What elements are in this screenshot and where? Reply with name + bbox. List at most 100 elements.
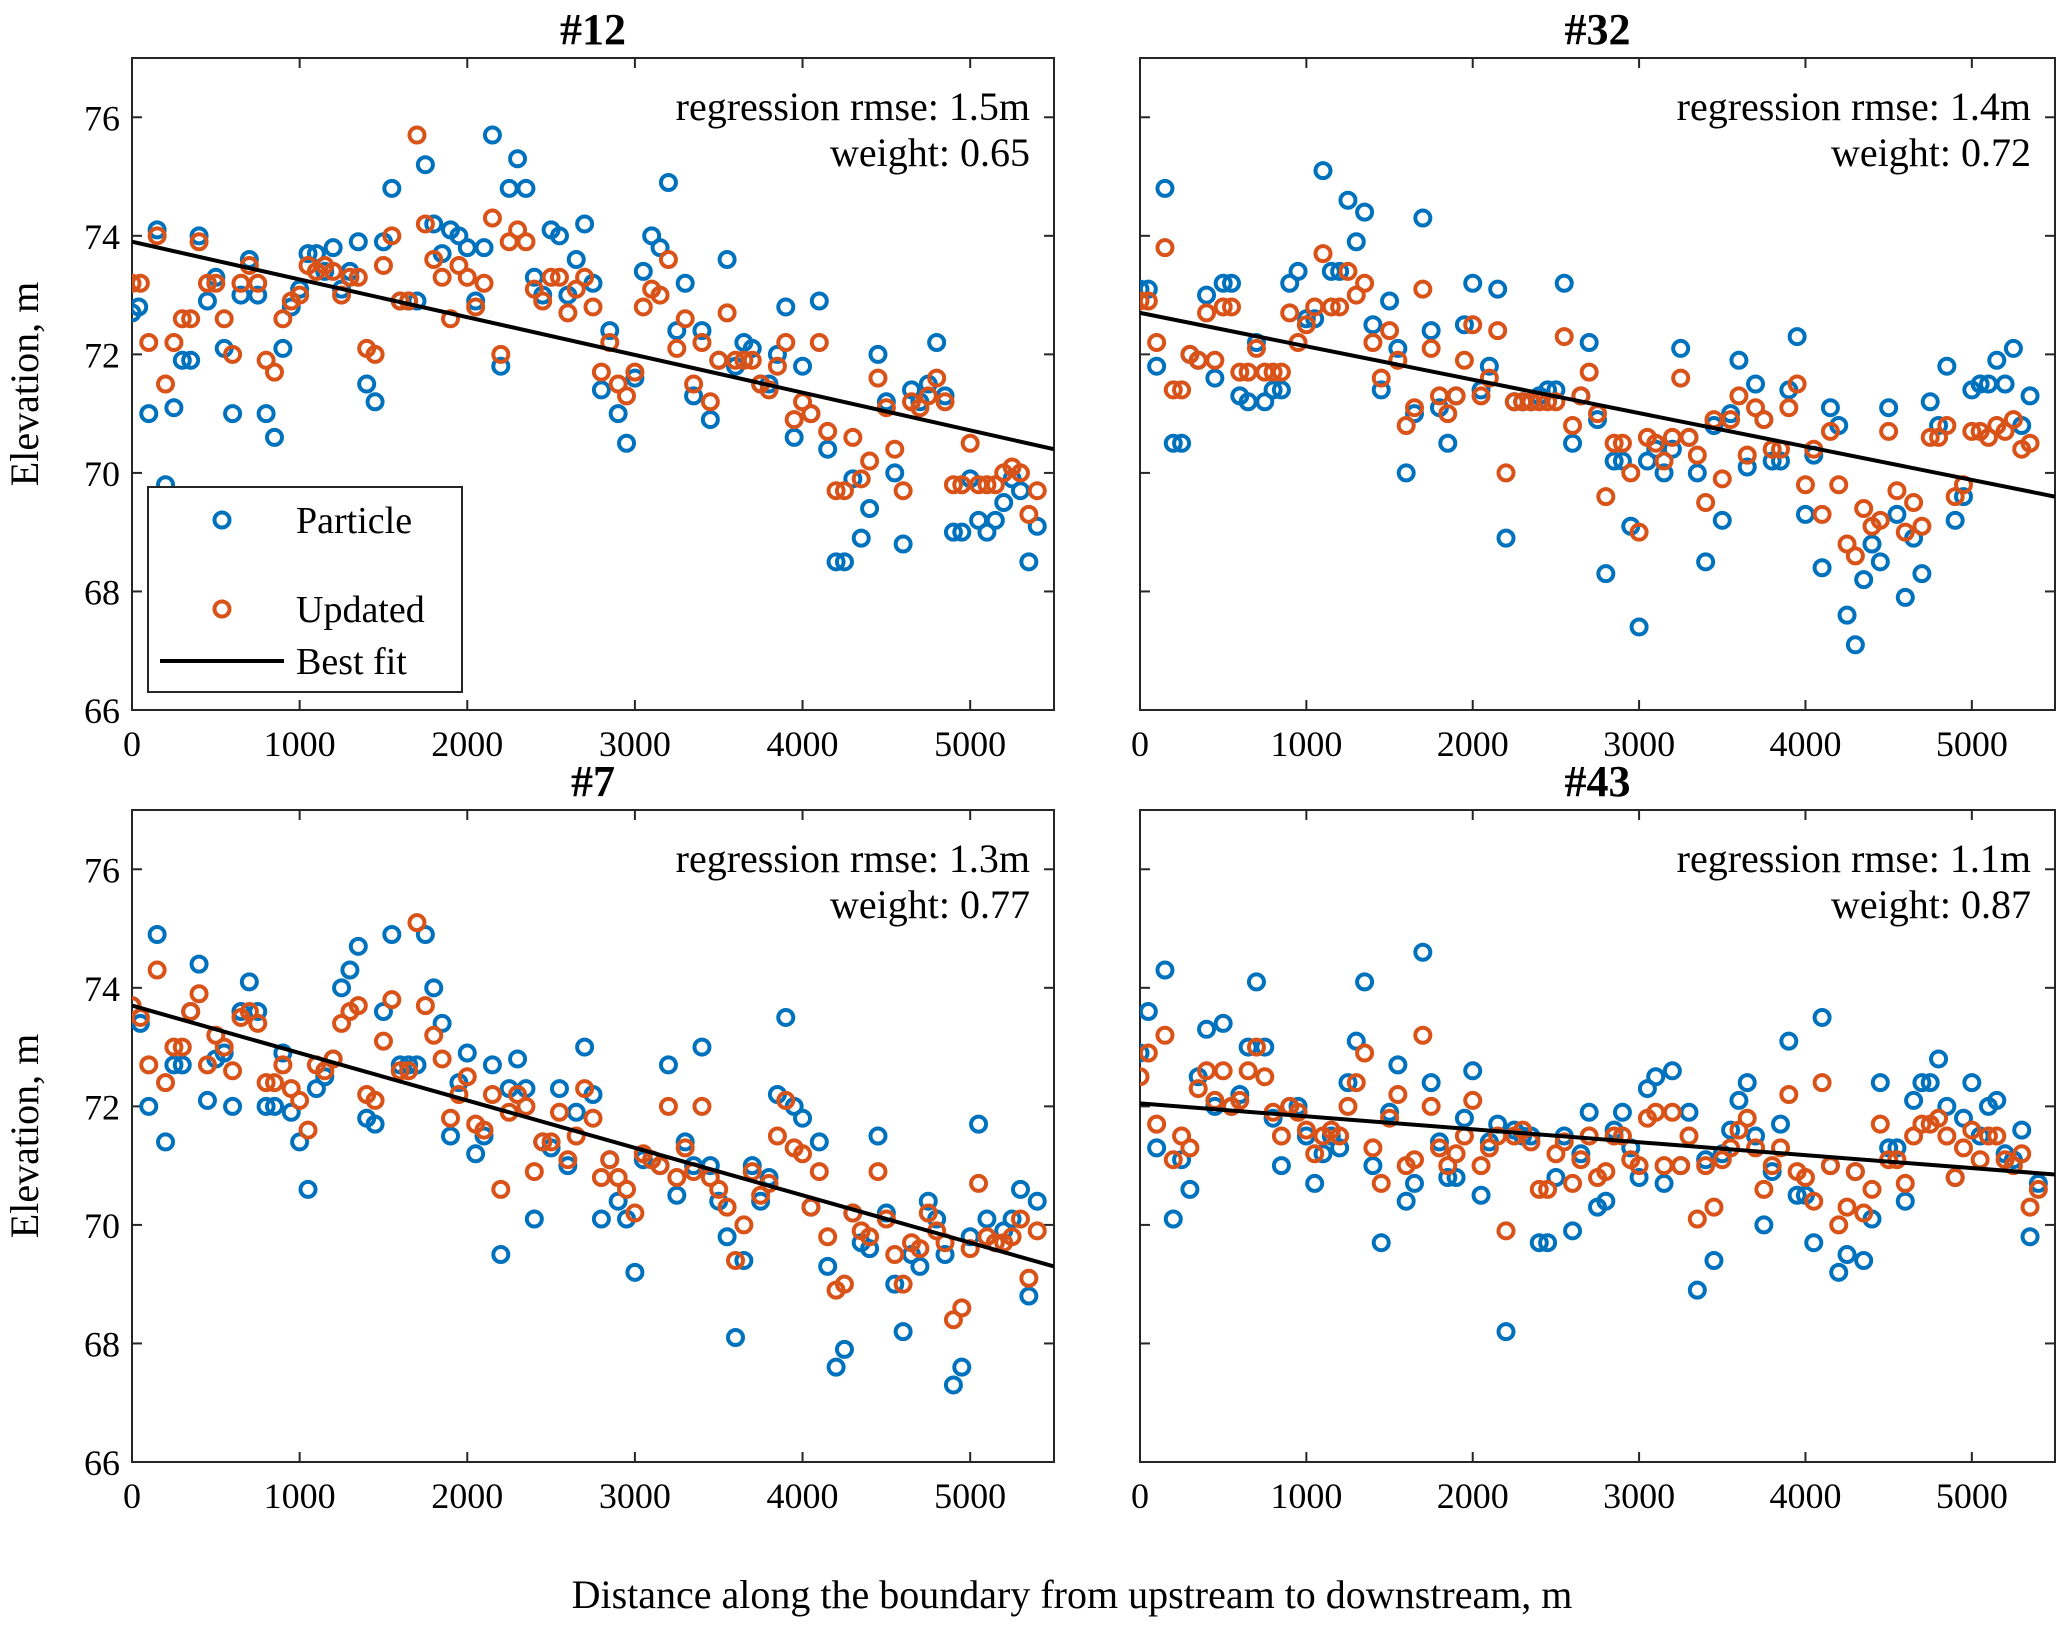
updated-point — [1762, 1156, 1782, 1176]
particle-point — [658, 1055, 678, 1075]
updated-point — [533, 291, 553, 311]
particle-point — [197, 1090, 217, 1110]
particle-point — [1413, 208, 1433, 228]
particle-point — [1970, 374, 1990, 394]
particle-point — [1571, 1144, 1591, 1164]
updated-point — [650, 1156, 670, 1176]
updated-point — [1829, 475, 1849, 495]
updated-point — [132, 996, 142, 1016]
updated-point — [558, 1150, 578, 1170]
particle-point — [1579, 333, 1599, 353]
particle-point — [2020, 1227, 2040, 1247]
particle-point — [457, 1043, 477, 1063]
particle-point — [1355, 972, 1375, 992]
particle-point — [147, 220, 167, 240]
updated-point — [717, 303, 737, 323]
updated-point — [172, 1037, 192, 1057]
panel-title: #43 — [1565, 757, 1631, 806]
particle-point — [1313, 1144, 1333, 1164]
particle-point — [1895, 1191, 1915, 1211]
updated-point — [407, 125, 427, 145]
updated-point — [1646, 433, 1666, 453]
updated-point — [1538, 1179, 1558, 1199]
updated-point — [1496, 1221, 1516, 1241]
particle-point — [1812, 1007, 1832, 1027]
updated-point — [1962, 421, 1982, 441]
updated-point — [1837, 1197, 1857, 1217]
particle-point — [1604, 451, 1624, 471]
particle-point — [323, 238, 343, 258]
particle-point — [491, 1245, 511, 1265]
updated-point — [340, 267, 360, 287]
updated-point — [1222, 297, 1241, 317]
legend-particle-marker — [212, 510, 232, 530]
particle-point — [935, 1245, 955, 1265]
particle-point — [793, 1108, 813, 1128]
y-axis-label: Elevation, m — [2, 1034, 47, 1238]
particle-point — [1962, 1073, 1982, 1093]
particle-point — [1687, 1280, 1707, 1300]
updated-point — [424, 1025, 444, 1045]
updated-point — [742, 350, 762, 370]
updated-point — [197, 1055, 217, 1075]
particle-point — [1737, 1073, 1757, 1093]
best-fit-line — [1140, 310, 2055, 499]
particle-point — [482, 1055, 502, 1075]
updated-point — [1779, 398, 1799, 418]
particle-point — [264, 427, 284, 447]
particle-point — [1371, 1233, 1391, 1253]
updated-point — [264, 362, 284, 382]
updated-point — [1862, 1179, 1882, 1199]
particle-point — [1463, 273, 1483, 293]
particle-point — [591, 380, 611, 400]
updated-point — [499, 1102, 519, 1122]
updated-point — [1140, 1067, 1150, 1087]
updated-point — [466, 297, 486, 317]
particle-point — [860, 498, 880, 518]
particle-point — [1172, 433, 1192, 453]
updated-point — [491, 344, 511, 364]
weight-annotation: weight: 0.87 — [1831, 882, 2031, 927]
updated-point — [382, 226, 402, 246]
updated-point — [1363, 333, 1383, 353]
updated-point — [977, 475, 997, 495]
updated-point — [1629, 522, 1649, 542]
particle-point — [1454, 315, 1474, 335]
updated-point — [1920, 427, 1940, 447]
particle-point — [365, 392, 385, 412]
updated-point — [273, 1055, 293, 1075]
updated-point — [1787, 374, 1807, 394]
particle-point — [994, 493, 1014, 513]
y-tick-label: 74 — [84, 969, 120, 1009]
updated-point — [868, 1162, 888, 1182]
updated-point — [1845, 546, 1865, 566]
updated-point — [1446, 386, 1466, 406]
updated-point — [1163, 380, 1183, 400]
updated-point — [432, 267, 452, 287]
updated-point — [918, 1203, 938, 1223]
x-tick-label: 2000 — [431, 724, 503, 764]
particle-point — [633, 261, 653, 281]
particle-point — [1987, 1090, 2007, 1110]
x-tick-label: 5000 — [934, 724, 1006, 764]
updated-point — [1155, 1025, 1175, 1045]
updated-point — [876, 1209, 896, 1229]
weight-annotation: weight: 0.77 — [830, 882, 1030, 927]
particle-point — [776, 297, 796, 317]
updated-point — [1172, 380, 1192, 400]
particle-point — [1795, 504, 1815, 524]
updated-point — [1729, 386, 1749, 406]
particle-point — [298, 1179, 318, 1199]
particle-point — [943, 522, 963, 542]
axes-frame — [1139, 57, 2056, 711]
particle-point — [1271, 1156, 1291, 1176]
x-tick-label: 3000 — [599, 724, 671, 764]
updated-point — [181, 1002, 201, 1022]
updated-point — [1612, 433, 1632, 453]
particle-point — [482, 125, 502, 145]
particle-point — [952, 1357, 972, 1377]
axes-frame — [131, 809, 1055, 1463]
particle-point — [466, 1144, 486, 1164]
updated-point — [1396, 415, 1416, 435]
